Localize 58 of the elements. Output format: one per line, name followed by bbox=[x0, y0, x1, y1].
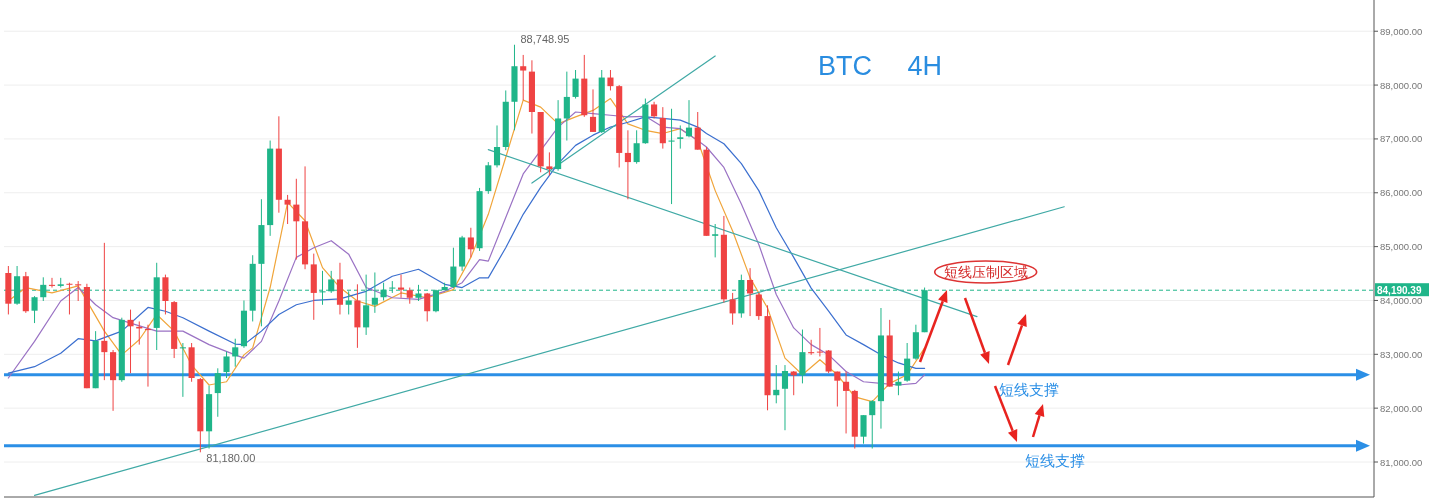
candlestick bbox=[624, 129, 631, 200]
candlestick bbox=[284, 194, 291, 225]
candlestick bbox=[424, 292, 431, 322]
ref-line-label: 短线支撑 bbox=[999, 380, 1060, 398]
candlestick bbox=[223, 351, 230, 379]
candlestick bbox=[895, 371, 902, 396]
candlestick bbox=[127, 309, 134, 374]
ref-line-label: 短线支撑 bbox=[1025, 451, 1086, 469]
candlestick bbox=[493, 124, 501, 168]
candlestick bbox=[825, 349, 832, 374]
candlestick bbox=[546, 151, 553, 177]
candlestick bbox=[729, 292, 736, 326]
candlestick bbox=[467, 227, 474, 258]
candlestick bbox=[712, 223, 719, 258]
candlestick bbox=[214, 367, 221, 418]
y-tick-label: 88,000.00 bbox=[1380, 79, 1423, 91]
candlestick bbox=[904, 342, 911, 383]
candlestick bbox=[834, 371, 841, 408]
y-tick-label: 82,000.00 bbox=[1380, 402, 1423, 414]
candlestick bbox=[589, 88, 597, 133]
y-tick-label: 83,000.00 bbox=[1380, 348, 1423, 360]
candlestick bbox=[607, 69, 614, 91]
text: BTC 4H bbox=[817, 51, 943, 81]
y-tick-label: 81,000.00 bbox=[1380, 456, 1423, 468]
y-tick-label: 85,000.00 bbox=[1380, 241, 1423, 253]
y-tick-label: 86,000.00 bbox=[1380, 187, 1423, 199]
annotation: 81,180.00 bbox=[206, 452, 256, 465]
candlestick bbox=[450, 247, 457, 289]
candlestick bbox=[397, 274, 405, 299]
candlestick bbox=[162, 274, 169, 315]
candlestick bbox=[860, 414, 867, 445]
candlestick bbox=[685, 99, 693, 138]
candlestick bbox=[869, 399, 876, 450]
candlestick bbox=[694, 111, 701, 151]
y-tick-label: 89,000.00 bbox=[1380, 25, 1423, 37]
y-tick-label: 87,000.00 bbox=[1380, 133, 1423, 145]
candlestick bbox=[747, 267, 754, 317]
candlestick bbox=[816, 327, 823, 357]
candlestick bbox=[799, 329, 806, 384]
candlestick bbox=[843, 371, 850, 434]
candlestick bbox=[293, 178, 300, 261]
candlestick bbox=[572, 69, 579, 100]
candlestick bbox=[520, 54, 527, 101]
candlestick bbox=[633, 129, 640, 165]
candlestick bbox=[101, 242, 108, 381]
annotation: 短线压制区域 bbox=[943, 264, 1028, 280]
annotation: 88,748.95 bbox=[520, 32, 570, 45]
candlestick bbox=[232, 338, 239, 368]
ref-line-label: 84,190.39 bbox=[1377, 284, 1422, 296]
candlestick bbox=[781, 364, 789, 431]
candlestick bbox=[677, 124, 684, 150]
candlestick bbox=[31, 295, 38, 324]
candlestick bbox=[66, 282, 73, 315]
candlestick bbox=[563, 71, 570, 142]
y-tick-label: 84,000.00 bbox=[1380, 294, 1423, 306]
candlestick bbox=[668, 108, 675, 205]
candlestick bbox=[773, 364, 780, 404]
candlestick bbox=[755, 292, 762, 321]
